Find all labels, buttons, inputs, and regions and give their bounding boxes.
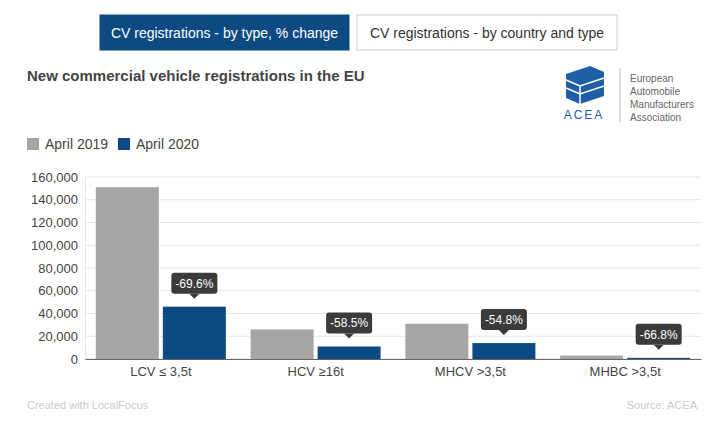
y-tick-label: 40,000 <box>38 306 78 321</box>
y-tick: 20,000 <box>38 329 85 344</box>
y-tick-label: 80,000 <box>38 261 78 276</box>
y-tick: 160,000 <box>31 170 85 185</box>
callout-pointer <box>344 333 354 338</box>
callout-label: -69.6% <box>175 277 213 291</box>
bar <box>560 356 623 359</box>
logo-mark: ACEA <box>564 108 605 122</box>
callout-pointer <box>189 294 199 299</box>
callout-label: -66.8% <box>640 328 678 342</box>
bar <box>251 329 314 359</box>
bar <box>163 307 226 359</box>
callout-label: -58.5% <box>330 316 368 330</box>
grid <box>85 177 701 359</box>
bar <box>472 343 535 359</box>
y-tick-label: 60,000 <box>38 283 78 298</box>
grid-line <box>85 268 701 269</box>
y-tick-label: 0 <box>71 352 78 367</box>
grid-line <box>85 199 701 200</box>
grid-line <box>85 177 701 178</box>
x-axis: LCV ≤ 3,5t HCV ≥16t MHCV >3,5t MHBC >3,5t <box>86 359 702 379</box>
x-tick: MHCV >3,5t <box>435 359 507 379</box>
logo-icon-detail <box>566 78 604 104</box>
y-tick-label: 120,000 <box>31 215 78 230</box>
logo-name: Automobile <box>630 86 680 97</box>
title: New commercial vehicle registrations in … <box>27 67 365 84</box>
callout-box <box>171 273 217 294</box>
y-tick-label: 20,000 <box>38 329 78 344</box>
y-tick-label: 140,000 <box>31 192 78 207</box>
annotations: -69.6% -58.5% -54.8% -66.8% <box>171 273 681 350</box>
callout-box <box>636 324 682 345</box>
callout-box <box>481 309 527 330</box>
bar <box>627 358 690 359</box>
logo-divider <box>620 68 621 122</box>
y-axis: 0 20,000 40,000 60,000 80,000 100,000 120,000 1… <box>31 170 86 367</box>
logo-icon <box>566 66 604 104</box>
callout-pointer <box>654 345 664 350</box>
y-axis-line <box>85 178 86 360</box>
y-tick: 40,000 <box>38 306 85 321</box>
y-tick: 60,000 <box>38 283 85 298</box>
bars <box>96 187 690 359</box>
x-tick-label: MHBC >3,5t <box>590 364 662 379</box>
tab-label[interactable]: CV registrations - by type, % change <box>111 25 338 41</box>
chart-svg: CV registrations - by type, % change CV r… <box>0 0 718 431</box>
x-tick: MHBC >3,5t <box>590 359 662 379</box>
legend-label: April 2020 <box>136 136 199 152</box>
tab[interactable] <box>357 15 617 50</box>
legend-swatch <box>118 138 130 150</box>
y-tick: 0 <box>71 352 85 367</box>
x-tick-label: HCV ≥16t <box>287 364 344 379</box>
legend-swatch <box>27 138 39 150</box>
y-tick: 80,000 <box>38 261 85 276</box>
x-tick: HCV ≥16t <box>287 359 344 379</box>
x-tick-label: MHCV >3,5t <box>435 364 507 379</box>
bar <box>96 187 159 359</box>
tab[interactable] <box>100 15 349 50</box>
callout-box <box>326 312 372 333</box>
x-tick-label: LCV ≤ 3,5t <box>130 364 192 379</box>
y-tick: 140,000 <box>31 192 85 207</box>
logo: ACEA European Automobile Manufacturers Assoc… <box>564 66 694 123</box>
y-tick-label: 160,000 <box>31 170 78 185</box>
callout-pointer <box>499 330 509 335</box>
x-axis-line <box>86 359 702 360</box>
bar <box>405 324 468 359</box>
grid-line <box>85 245 701 246</box>
source[interactable]: Source: ACEA <box>627 399 698 411</box>
logo-name: European <box>630 73 673 84</box>
tab-label[interactable]: CV registrations - by country and type <box>370 25 604 41</box>
y-tick: 120,000 <box>31 215 85 230</box>
y-tick: 100,000 <box>31 238 85 253</box>
logo-name: Association <box>630 112 681 123</box>
y-tick-label: 100,000 <box>31 238 78 253</box>
credit: Created with LocalFocus <box>27 399 149 411</box>
logo-name: Manufacturers <box>630 99 694 110</box>
bar <box>318 346 381 359</box>
callout-label: -54.8% <box>485 313 523 327</box>
x-tick: LCV ≤ 3,5t <box>130 359 192 379</box>
legend-label: April 2019 <box>45 136 108 152</box>
grid-line <box>85 222 701 223</box>
